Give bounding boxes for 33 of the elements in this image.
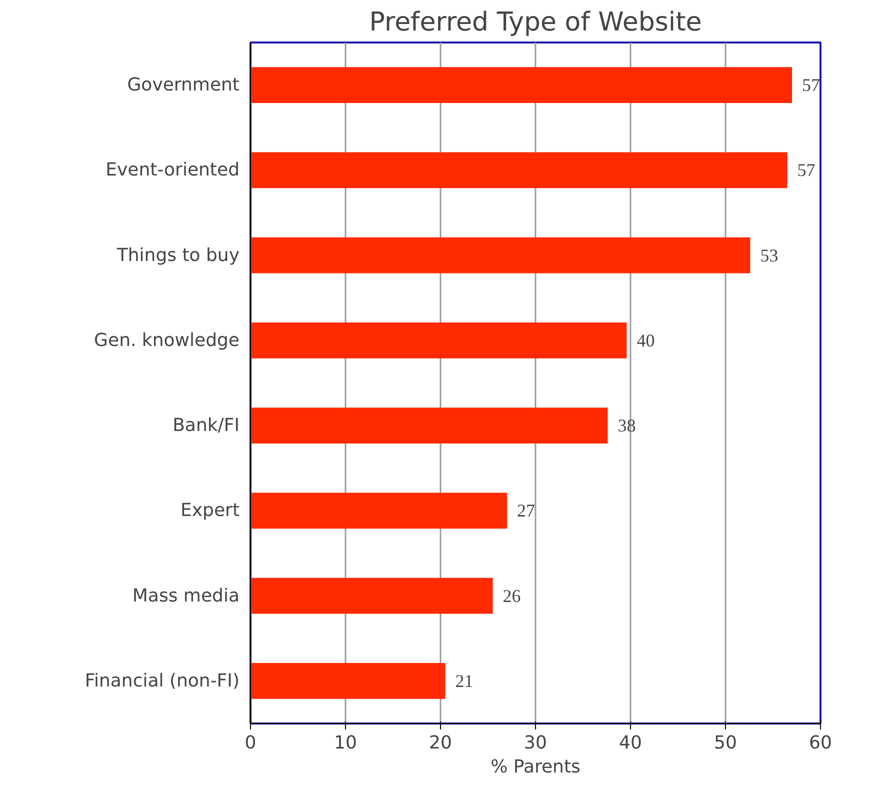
x-tick-label: 0: [244, 732, 256, 754]
y-tick-label: Expert: [180, 500, 240, 522]
y-tick-label: Bank/FI: [172, 415, 240, 436]
y-tick-label: Event-oriented: [106, 160, 240, 181]
data-label: 27: [517, 500, 535, 521]
x-tick-label: 20: [429, 732, 452, 754]
data-label: 57: [802, 75, 820, 96]
x-tick-label: 10: [334, 732, 357, 754]
data-label: 40: [636, 330, 655, 350]
bar: [250, 152, 788, 188]
y-tick-label: Gen. knowledge: [94, 330, 240, 351]
x-axis-title: % Parents: [490, 756, 580, 778]
data-label: 53: [760, 245, 778, 266]
x-tick-label: 40: [619, 732, 642, 754]
bar: [250, 578, 493, 614]
y-tick-label: Financial (non-FI): [84, 670, 240, 692]
bar: [250, 237, 750, 274]
x-tick-label: 60: [809, 732, 832, 754]
bar: [250, 492, 507, 529]
chart-title: Preferred Type of Website: [369, 8, 702, 38]
data-label: 26: [502, 586, 521, 606]
bar: [250, 663, 446, 699]
data-label: 57: [797, 160, 816, 180]
x-tick-label: 50: [714, 732, 737, 754]
bar: [250, 408, 608, 444]
data-label: 38: [618, 416, 636, 436]
bar: [250, 322, 627, 358]
y-tick-label: Things to buy: [116, 244, 240, 266]
data-label: 21: [455, 670, 474, 691]
y-tick-label: Mass media: [132, 585, 240, 606]
y-tick-label: Government: [127, 74, 240, 96]
x-tick-label: 30: [524, 732, 547, 754]
bar: [250, 67, 792, 103]
